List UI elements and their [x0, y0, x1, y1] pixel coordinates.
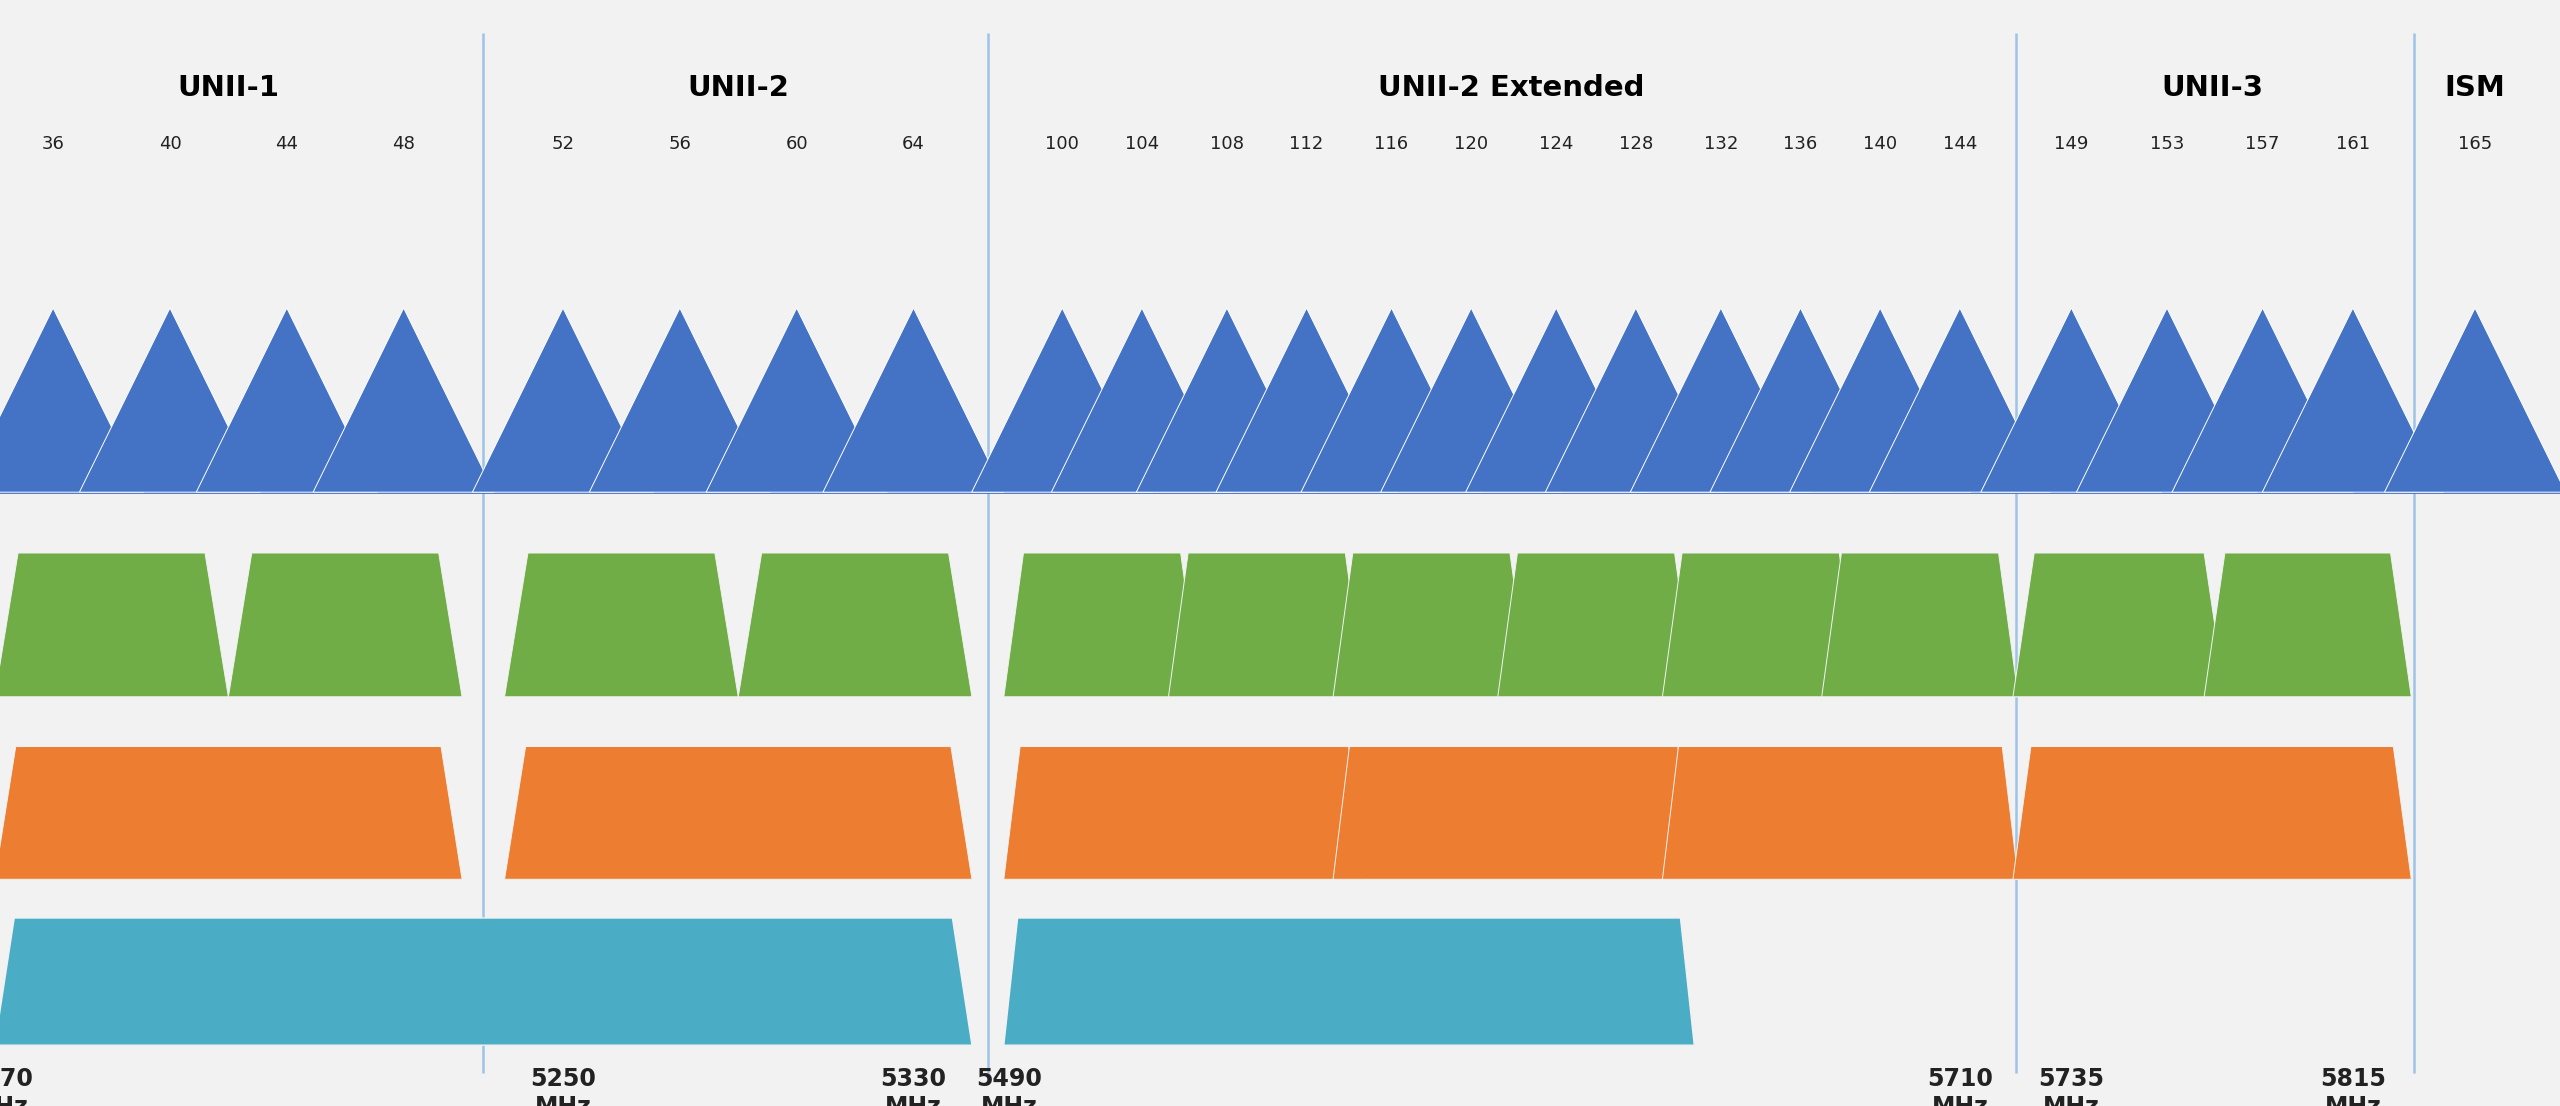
Polygon shape [1789, 307, 1971, 492]
Polygon shape [1631, 307, 1812, 492]
Text: 44: 44 [276, 135, 300, 153]
Text: 165: 165 [2458, 135, 2491, 153]
Text: 132: 132 [1702, 135, 1738, 153]
Text: UNII-2: UNII-2 [686, 74, 788, 103]
Polygon shape [1546, 307, 1725, 492]
Text: 48: 48 [392, 135, 415, 153]
Text: 5815
MHz: 5815 MHz [2319, 1067, 2386, 1106]
Polygon shape [2076, 307, 2258, 492]
Text: 149: 149 [2053, 135, 2089, 153]
Text: 5735
MHz: 5735 MHz [2038, 1067, 2104, 1106]
Text: 153: 153 [2150, 135, 2184, 153]
Polygon shape [1823, 553, 2017, 697]
Polygon shape [0, 918, 973, 1045]
Text: 136: 136 [1784, 135, 1818, 153]
Text: 36: 36 [41, 135, 64, 153]
Text: UNII-2 Extended: UNII-2 Extended [1377, 74, 1644, 103]
Text: 140: 140 [1864, 135, 1897, 153]
Text: 116: 116 [1375, 135, 1408, 153]
Polygon shape [0, 553, 228, 697]
Polygon shape [474, 307, 653, 492]
Polygon shape [707, 307, 888, 492]
Polygon shape [1137, 307, 1318, 492]
Polygon shape [973, 307, 1152, 492]
Polygon shape [0, 307, 143, 492]
Text: 120: 120 [1454, 135, 1487, 153]
Text: 52: 52 [550, 135, 573, 153]
Polygon shape [2383, 307, 2560, 492]
Text: ISM: ISM [2445, 74, 2506, 103]
Polygon shape [2012, 747, 2412, 879]
Polygon shape [2171, 307, 2353, 492]
Polygon shape [504, 553, 737, 697]
Text: 5170
MHz: 5170 MHz [0, 1067, 33, 1106]
Polygon shape [1661, 553, 1859, 697]
Text: UNII-3: UNII-3 [2161, 74, 2263, 103]
Polygon shape [589, 307, 771, 492]
Polygon shape [1052, 307, 1231, 492]
Text: 108: 108 [1211, 135, 1244, 153]
Polygon shape [822, 307, 1004, 492]
Text: 40: 40 [159, 135, 182, 153]
Text: 5490
MHz: 5490 MHz [975, 1067, 1042, 1106]
Text: 124: 124 [1539, 135, 1574, 153]
Polygon shape [1334, 747, 1695, 879]
Text: 128: 128 [1618, 135, 1654, 153]
Text: 56: 56 [668, 135, 691, 153]
Text: 5250
MHz: 5250 MHz [530, 1067, 596, 1106]
Text: 60: 60 [786, 135, 809, 153]
Polygon shape [1334, 553, 1531, 697]
Polygon shape [1167, 553, 1364, 697]
Text: 100: 100 [1044, 135, 1080, 153]
Polygon shape [2012, 553, 2225, 697]
Polygon shape [1004, 918, 1695, 1045]
Text: 157: 157 [2245, 135, 2281, 153]
Text: 104: 104 [1124, 135, 1160, 153]
Polygon shape [1300, 307, 1482, 492]
Polygon shape [1981, 307, 2163, 492]
Polygon shape [1380, 307, 1562, 492]
Text: 5330
MHz: 5330 MHz [881, 1067, 947, 1106]
Polygon shape [79, 307, 261, 492]
Polygon shape [1467, 307, 1646, 492]
Polygon shape [312, 307, 494, 492]
Polygon shape [1004, 553, 1201, 697]
Text: 112: 112 [1290, 135, 1324, 153]
Polygon shape [2204, 553, 2412, 697]
Text: 144: 144 [1943, 135, 1976, 153]
Polygon shape [228, 553, 461, 697]
Polygon shape [1661, 747, 2017, 879]
Polygon shape [1004, 747, 1364, 879]
Polygon shape [1869, 307, 2051, 492]
Text: 64: 64 [901, 135, 924, 153]
Polygon shape [504, 747, 973, 879]
Text: 5710
MHz: 5710 MHz [1928, 1067, 1992, 1106]
Polygon shape [2263, 307, 2442, 492]
Polygon shape [1216, 307, 1398, 492]
Polygon shape [1498, 553, 1695, 697]
Text: 161: 161 [2335, 135, 2371, 153]
Polygon shape [1710, 307, 1892, 492]
Text: UNII-1: UNII-1 [177, 74, 279, 103]
Polygon shape [737, 553, 973, 697]
Polygon shape [197, 307, 376, 492]
Polygon shape [0, 747, 461, 879]
